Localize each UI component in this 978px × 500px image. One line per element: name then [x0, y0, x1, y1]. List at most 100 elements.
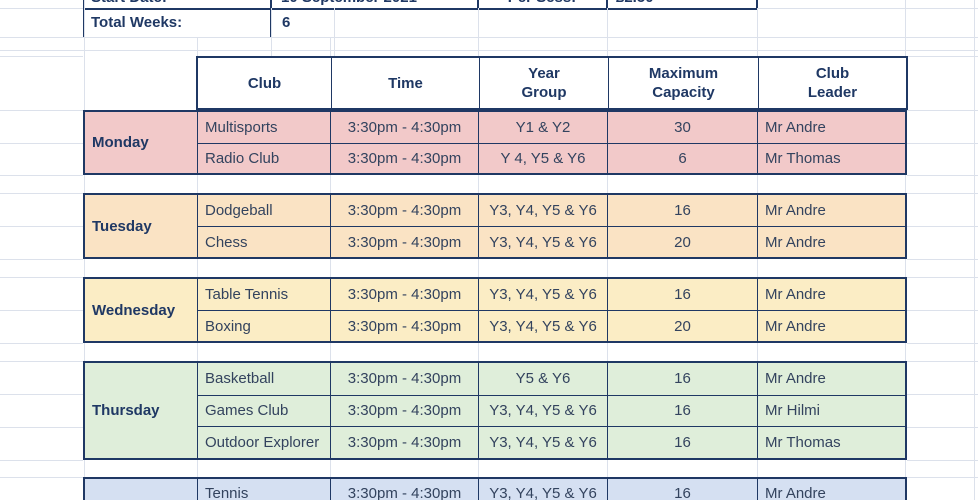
day-block-thursday: Thursday Basketball 3:30pm - 4:30pm Y5 & Y6… — [83, 361, 907, 460]
day-block-partial: Tennis 3:30pm - 4:30pm Y3, Y4, Y5 & Y6 16 Mr… — [83, 477, 907, 500]
cell-club[interactable]: Radio Club — [197, 142, 330, 173]
cell-leader[interactable]: Mr Andre — [757, 479, 905, 500]
cell-year-group[interactable]: Y3, Y4, Y5 & Y6 — [478, 394, 607, 427]
cell-year-group[interactable]: Y1 & Y2 — [478, 112, 607, 143]
cell-time[interactable]: 3:30pm - 4:30pm — [330, 394, 478, 427]
cell-leader[interactable]: Mr Thomas — [757, 426, 905, 458]
cell-leader[interactable]: Mr Andre — [757, 279, 905, 310]
cell-year-group[interactable]: Y3, Y4, Y5 & Y6 — [478, 310, 607, 341]
info-border — [83, 8, 758, 10]
cell-year-group[interactable]: Y3, Y4, Y5 & Y6 — [478, 279, 607, 310]
gridline — [271, 8, 272, 56]
gridline — [907, 143, 978, 144]
cell-capacity[interactable]: 20 — [607, 226, 757, 257]
header-cell-club[interactable]: Club — [198, 58, 331, 108]
gridline — [0, 37, 978, 38]
cell-time[interactable]: 3:30pm - 4:30pm — [330, 142, 478, 173]
cell-time[interactable]: 3:30pm - 4:30pm — [330, 195, 478, 226]
cell-year-group[interactable]: Y3, Y4, Y5 & Y6 — [478, 226, 607, 257]
cell-time[interactable]: 3:30pm - 4:30pm — [330, 426, 478, 458]
day-label-cell[interactable]: Thursday — [85, 363, 197, 458]
cell-time[interactable]: 3:30pm - 4:30pm — [330, 479, 478, 500]
cell-leader[interactable]: Mr Andre — [757, 112, 905, 143]
gridline — [0, 193, 83, 194]
cell-capacity[interactable]: 16 — [607, 195, 757, 226]
gridline — [330, 343, 331, 361]
cell-club[interactable]: Tennis — [197, 479, 330, 500]
header-cell-year-group[interactable]: Year Group — [479, 58, 608, 108]
day-block-wednesday: Wednesday Table Tennis 3:30pm - 4:30pm Y3, … — [83, 277, 907, 343]
cell-capacity[interactable]: 16 — [607, 426, 757, 458]
day-label-cell[interactable]: Tuesday — [85, 195, 197, 257]
cell-capacity[interactable]: 16 — [607, 279, 757, 310]
cell-time[interactable]: 3:30pm - 4:30pm — [330, 363, 478, 395]
cell-capacity[interactable]: 16 — [607, 363, 757, 395]
gridline — [907, 343, 978, 344]
total-weeks-label[interactable]: Total Weeks: — [91, 14, 183, 31]
gridline — [0, 394, 83, 395]
start-date-label[interactable]: Start Date: — [91, 0, 167, 12]
gridline — [0, 110, 83, 111]
gridline — [0, 8, 83, 9]
cell-year-group[interactable]: Y3, Y4, Y5 & Y6 — [478, 479, 607, 500]
gridline — [907, 394, 978, 395]
cell-year-group[interactable]: Y3, Y4, Y5 & Y6 — [478, 195, 607, 226]
gridline — [0, 175, 83, 176]
cell-capacity[interactable]: 16 — [607, 479, 757, 500]
cell-club[interactable]: Boxing — [197, 310, 330, 341]
cell-club[interactable]: Games Club — [197, 394, 330, 427]
cell-capacity[interactable]: 16 — [607, 394, 757, 427]
gridline — [330, 37, 331, 56]
per-session-label[interactable]: Per Sess: — [477, 0, 607, 12]
gridline — [330, 460, 331, 477]
cell-year-group[interactable]: Y5 & Y6 — [478, 363, 607, 395]
header-cell-maximum-capacity[interactable]: Maximum Capacity — [608, 58, 758, 108]
gridline — [907, 427, 978, 428]
cell-time[interactable]: 3:30pm - 4:30pm — [330, 112, 478, 143]
cell-leader[interactable]: Mr Andre — [757, 195, 905, 226]
gridline — [0, 259, 83, 260]
header-cell-time[interactable]: Time — [331, 58, 479, 108]
gridline — [907, 226, 978, 227]
gridline — [0, 310, 83, 311]
per-session-value[interactable]: £2.50 — [616, 0, 654, 12]
gridline — [330, 259, 331, 277]
gridline — [0, 361, 83, 362]
cell-leader[interactable]: Mr Hilmi — [757, 394, 905, 427]
cell-club[interactable]: Chess — [197, 226, 330, 257]
cell-capacity[interactable]: 6 — [607, 142, 757, 173]
cell-club[interactable]: Multisports — [197, 112, 330, 143]
day-label-cell[interactable] — [85, 479, 197, 500]
cell-capacity[interactable]: 20 — [607, 310, 757, 341]
cell-year-group[interactable]: Y 4, Y5 & Y6 — [478, 142, 607, 173]
cell-leader[interactable]: Mr Andre — [757, 310, 905, 341]
cell-club[interactable]: Dodgeball — [197, 195, 330, 226]
cell-leader[interactable]: Mr Andre — [757, 226, 905, 257]
cell-year-group[interactable]: Y3, Y4, Y5 & Y6 — [478, 426, 607, 458]
cell-club[interactable]: Table Tennis — [197, 279, 330, 310]
gridline — [907, 477, 978, 478]
total-weeks-value[interactable]: 6 — [282, 14, 291, 31]
cell-time[interactable]: 3:30pm - 4:30pm — [330, 310, 478, 341]
cell-time[interactable]: 3:30pm - 4:30pm — [330, 226, 478, 257]
cell-time[interactable]: 3:30pm - 4:30pm — [330, 279, 478, 310]
cell-club[interactable]: Outdoor Explorer — [197, 426, 330, 458]
info-border — [606, 0, 608, 9]
gridline — [197, 460, 198, 477]
day-block-tuesday: Tuesday Dodgeball 3:30pm - 4:30pm Y3, Y4, Y… — [83, 193, 907, 259]
gridline — [0, 277, 83, 278]
cell-leader[interactable]: Mr Thomas — [757, 142, 905, 173]
start-date-value[interactable]: 10 September 2021 — [281, 0, 417, 12]
header-cell-club-leader[interactable]: Club Leader — [758, 58, 906, 108]
cell-leader[interactable]: Mr Andre — [757, 363, 905, 395]
info-border — [477, 0, 479, 9]
day-label-cell[interactable]: Monday — [85, 112, 197, 173]
gridline — [907, 110, 978, 111]
gridline — [907, 175, 978, 176]
gridline — [330, 175, 331, 193]
gridline — [0, 343, 83, 344]
day-label-cell[interactable]: Wednesday — [85, 279, 197, 341]
cell-capacity[interactable]: 30 — [607, 112, 757, 143]
cell-club[interactable]: Basketball — [197, 363, 330, 395]
